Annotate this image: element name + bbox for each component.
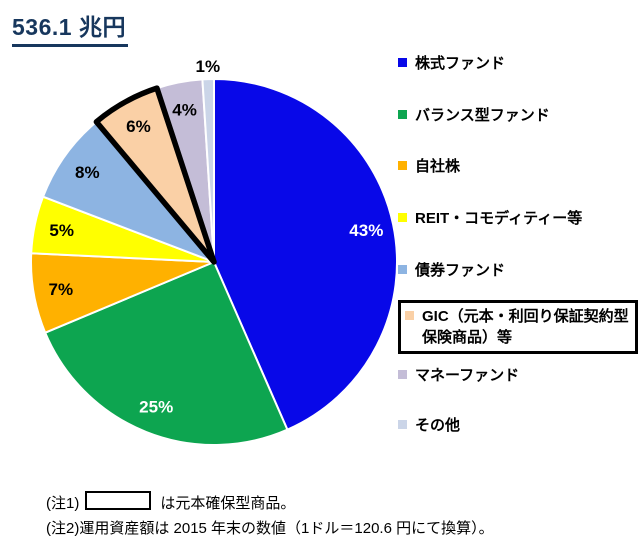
slice-percent-label: 6% bbox=[126, 117, 151, 136]
legend-item: その他 bbox=[398, 415, 640, 436]
note-2-text: 運用資産額は 2015 年末の数値（1ドル＝120.6 円にて換算）。 bbox=[79, 520, 494, 537]
slice-percent-label: 43% bbox=[349, 221, 383, 240]
note-1-prefix: (注1) bbox=[46, 495, 80, 512]
pie-chart-svg: 43% 25% 7% 5% 8% 6% 4% 1% bbox=[30, 57, 399, 446]
legend-label: 債券ファンド bbox=[415, 262, 506, 279]
legend-swatch-icon bbox=[398, 213, 407, 222]
legend-swatch-icon bbox=[398, 110, 407, 119]
slice-percent-label: 25% bbox=[139, 397, 173, 416]
slice-percent-label: 4% bbox=[172, 100, 197, 119]
note-1-text: は元本確保型商品。 bbox=[160, 495, 296, 512]
legend-swatch-icon bbox=[398, 420, 407, 429]
slice-percent-label: 5% bbox=[49, 221, 74, 240]
legend-swatch-icon bbox=[405, 311, 414, 320]
pie-slice bbox=[213, 78, 399, 431]
note-line-2: (注2)運用資産額は 2015 年末の数値（1ドル＝120.6 円にて換算）。 bbox=[46, 516, 494, 541]
legend-item: 債券ファンド bbox=[398, 260, 640, 281]
slice-percent-label: 8% bbox=[75, 163, 100, 182]
legend: 株式ファンドバランス型ファンド 自社株 REIT・コモディティー等 債券ファンド GIC… bbox=[398, 50, 640, 450]
legend-label: その他 bbox=[415, 417, 461, 434]
note-2-prefix: (注2) bbox=[46, 520, 80, 537]
legend-label: REIT・コモディティー等 bbox=[415, 210, 583, 227]
legend-item: REIT・コモディティー等 bbox=[398, 208, 640, 229]
legend-label: マネーファンド bbox=[415, 367, 520, 384]
legend-swatch-icon bbox=[398, 370, 407, 379]
legend-swatch-icon bbox=[398, 161, 407, 170]
chart-title: 536.1 兆円 bbox=[12, 8, 128, 47]
principal-protected-box-symbol bbox=[85, 491, 152, 510]
legend-label: 株式ファンド bbox=[415, 55, 506, 72]
legend-label: GIC（元本・利回り保証契約型保険商品）等 bbox=[422, 308, 629, 346]
pie-chart: 43% 25% 7% 5% 8% 6% 4% 1% bbox=[4, 52, 424, 472]
legend-label: 自社株 bbox=[415, 158, 461, 175]
legend-swatch-icon bbox=[398, 58, 407, 67]
principal-protected-slice-outline bbox=[93, 85, 217, 265]
legend-item: 自社株 bbox=[398, 156, 640, 177]
legend-swatch-icon bbox=[398, 265, 407, 274]
legend-item: 株式ファンド bbox=[398, 53, 640, 74]
note-line-1: (注1) は元本確保型商品。 bbox=[46, 491, 494, 516]
legend-item: GIC（元本・利回り保証契約型保険商品）等 bbox=[398, 300, 638, 354]
slice-percent-label: 1% bbox=[196, 57, 221, 76]
pie-slice bbox=[201, 78, 215, 263]
legend-label: バランス型ファンド bbox=[415, 107, 550, 124]
legend-item: マネーファンド bbox=[398, 365, 640, 386]
legend-item: バランス型ファンド bbox=[398, 105, 640, 126]
slice-percent-label: 7% bbox=[49, 280, 74, 299]
notes: (注1) は元本確保型商品。 (注2)運用資産額は 2015 年末の数値（1ドル＝… bbox=[46, 491, 494, 541]
